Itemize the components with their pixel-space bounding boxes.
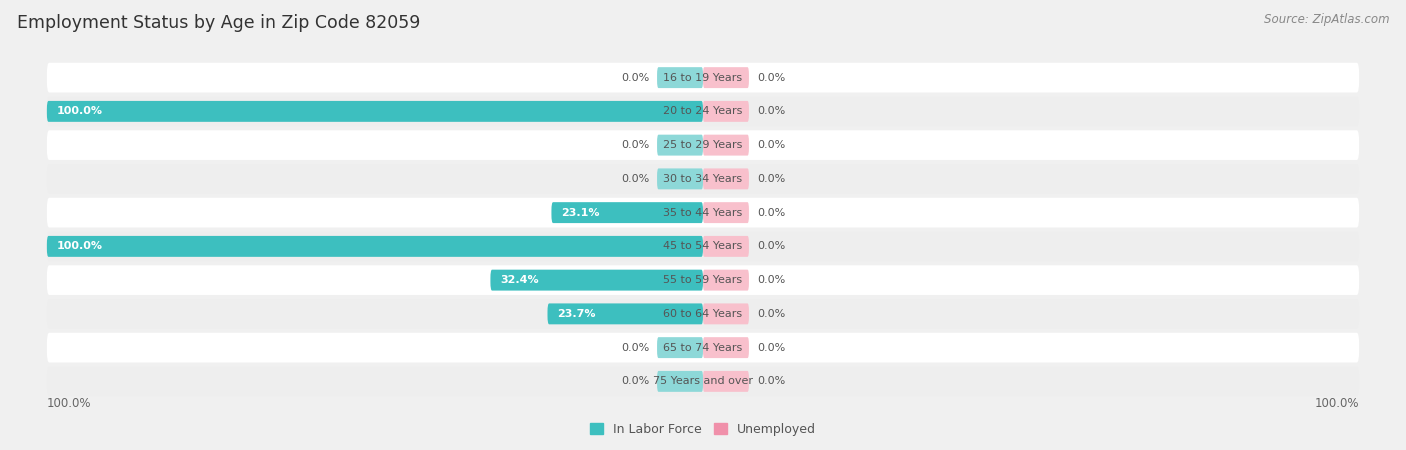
FancyBboxPatch shape	[703, 236, 749, 257]
FancyBboxPatch shape	[547, 303, 703, 324]
Text: 0.0%: 0.0%	[756, 309, 785, 319]
FancyBboxPatch shape	[703, 303, 749, 324]
Text: 16 to 19 Years: 16 to 19 Years	[664, 72, 742, 83]
Text: 0.0%: 0.0%	[621, 72, 650, 83]
Text: 100.0%: 100.0%	[46, 397, 91, 410]
FancyBboxPatch shape	[491, 270, 703, 291]
Legend: In Labor Force, Unemployed: In Labor Force, Unemployed	[585, 418, 821, 441]
FancyBboxPatch shape	[46, 130, 1360, 160]
Text: 23.7%: 23.7%	[557, 309, 596, 319]
FancyBboxPatch shape	[551, 202, 703, 223]
FancyBboxPatch shape	[46, 164, 1360, 194]
Text: 100.0%: 100.0%	[56, 241, 103, 252]
Text: 20 to 24 Years: 20 to 24 Years	[664, 106, 742, 117]
FancyBboxPatch shape	[46, 96, 1360, 126]
FancyBboxPatch shape	[657, 168, 703, 189]
Text: 0.0%: 0.0%	[756, 174, 785, 184]
FancyBboxPatch shape	[46, 236, 703, 257]
Text: 0.0%: 0.0%	[756, 376, 785, 387]
FancyBboxPatch shape	[703, 270, 749, 291]
Text: 55 to 59 Years: 55 to 59 Years	[664, 275, 742, 285]
Text: 0.0%: 0.0%	[621, 174, 650, 184]
FancyBboxPatch shape	[703, 101, 749, 122]
FancyBboxPatch shape	[46, 63, 1360, 92]
FancyBboxPatch shape	[703, 168, 749, 189]
Text: 0.0%: 0.0%	[621, 342, 650, 353]
FancyBboxPatch shape	[703, 202, 749, 223]
Text: 0.0%: 0.0%	[621, 376, 650, 387]
FancyBboxPatch shape	[657, 337, 703, 358]
FancyBboxPatch shape	[46, 366, 1360, 396]
Text: 65 to 74 Years: 65 to 74 Years	[664, 342, 742, 353]
Text: 0.0%: 0.0%	[621, 140, 650, 150]
FancyBboxPatch shape	[46, 198, 1360, 228]
Text: 32.4%: 32.4%	[501, 275, 538, 285]
Text: Employment Status by Age in Zip Code 82059: Employment Status by Age in Zip Code 820…	[17, 14, 420, 32]
FancyBboxPatch shape	[703, 371, 749, 392]
Text: 0.0%: 0.0%	[756, 207, 785, 218]
Text: 23.1%: 23.1%	[561, 207, 600, 218]
FancyBboxPatch shape	[46, 299, 1360, 328]
Text: 45 to 54 Years: 45 to 54 Years	[664, 241, 742, 252]
Text: 0.0%: 0.0%	[756, 106, 785, 117]
Text: 60 to 64 Years: 60 to 64 Years	[664, 309, 742, 319]
FancyBboxPatch shape	[46, 265, 1360, 295]
FancyBboxPatch shape	[657, 67, 703, 88]
Text: 35 to 44 Years: 35 to 44 Years	[664, 207, 742, 218]
FancyBboxPatch shape	[703, 135, 749, 156]
Text: 0.0%: 0.0%	[756, 140, 785, 150]
FancyBboxPatch shape	[46, 101, 703, 122]
FancyBboxPatch shape	[703, 67, 749, 88]
Text: 30 to 34 Years: 30 to 34 Years	[664, 174, 742, 184]
Text: 0.0%: 0.0%	[756, 241, 785, 252]
FancyBboxPatch shape	[657, 135, 703, 156]
FancyBboxPatch shape	[46, 231, 1360, 261]
FancyBboxPatch shape	[657, 371, 703, 392]
Text: 0.0%: 0.0%	[756, 275, 785, 285]
FancyBboxPatch shape	[46, 333, 1360, 363]
Text: 25 to 29 Years: 25 to 29 Years	[664, 140, 742, 150]
Text: 75 Years and over: 75 Years and over	[652, 376, 754, 387]
Text: 100.0%: 100.0%	[1315, 397, 1360, 410]
Text: 0.0%: 0.0%	[756, 72, 785, 83]
Text: Source: ZipAtlas.com: Source: ZipAtlas.com	[1264, 14, 1389, 27]
FancyBboxPatch shape	[703, 337, 749, 358]
Text: 0.0%: 0.0%	[756, 342, 785, 353]
Text: 100.0%: 100.0%	[56, 106, 103, 117]
